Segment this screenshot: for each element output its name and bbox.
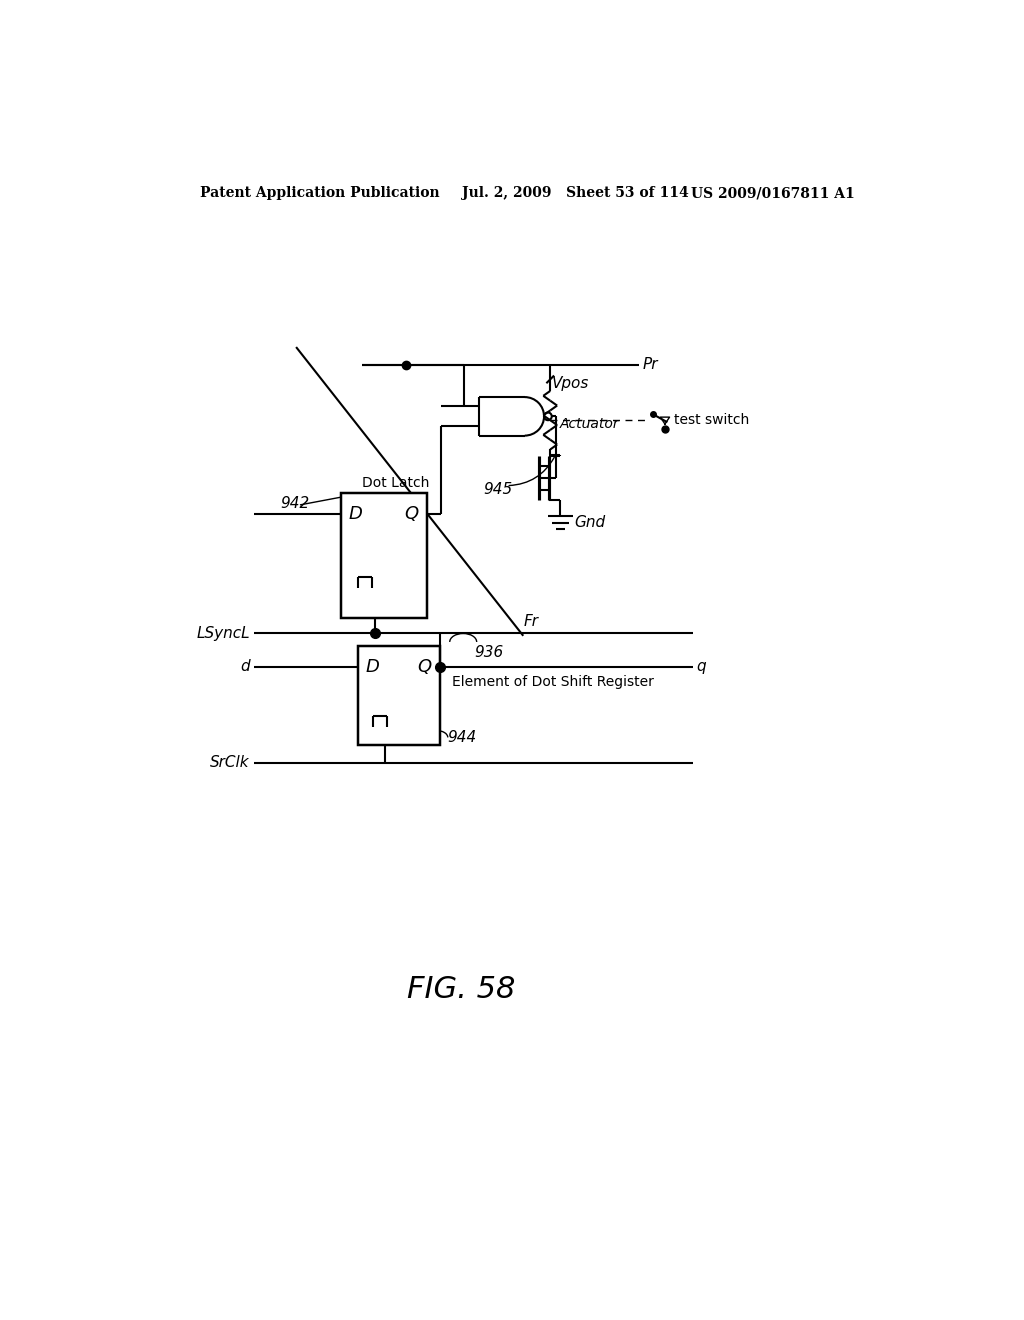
Text: FIG. 58: FIG. 58: [408, 975, 516, 1005]
Text: US 2009/0167811 A1: US 2009/0167811 A1: [690, 186, 854, 201]
Text: Fr: Fr: [523, 614, 539, 630]
Text: Q: Q: [417, 657, 431, 676]
Bar: [357, 645, 440, 744]
Text: q: q: [696, 659, 707, 675]
Text: Gnd: Gnd: [574, 515, 605, 531]
Text: D: D: [348, 506, 362, 523]
Text: Q: Q: [403, 506, 418, 523]
Text: Pr: Pr: [643, 358, 658, 372]
Text: Vpos: Vpos: [552, 376, 589, 391]
Text: SrClk: SrClk: [210, 755, 250, 771]
Bar: [341, 494, 427, 618]
Text: Element of Dot Shift Register: Element of Dot Shift Register: [452, 675, 653, 689]
Circle shape: [544, 413, 552, 420]
Text: Jul. 2, 2009   Sheet 53 of 114: Jul. 2, 2009 Sheet 53 of 114: [462, 186, 688, 201]
Text: LSyncL: LSyncL: [197, 626, 250, 642]
Text: 936: 936: [475, 645, 504, 660]
Text: d: d: [241, 659, 250, 675]
Text: 944: 944: [447, 730, 477, 744]
Text: 945: 945: [483, 482, 512, 498]
Text: test switch: test switch: [674, 413, 750, 428]
Text: Dot Latch: Dot Latch: [362, 475, 430, 490]
Text: Patent Application Publication: Patent Application Publication: [200, 186, 439, 201]
Text: 942: 942: [281, 496, 310, 511]
Text: Actuator: Actuator: [559, 417, 620, 432]
Text: D: D: [366, 657, 379, 676]
